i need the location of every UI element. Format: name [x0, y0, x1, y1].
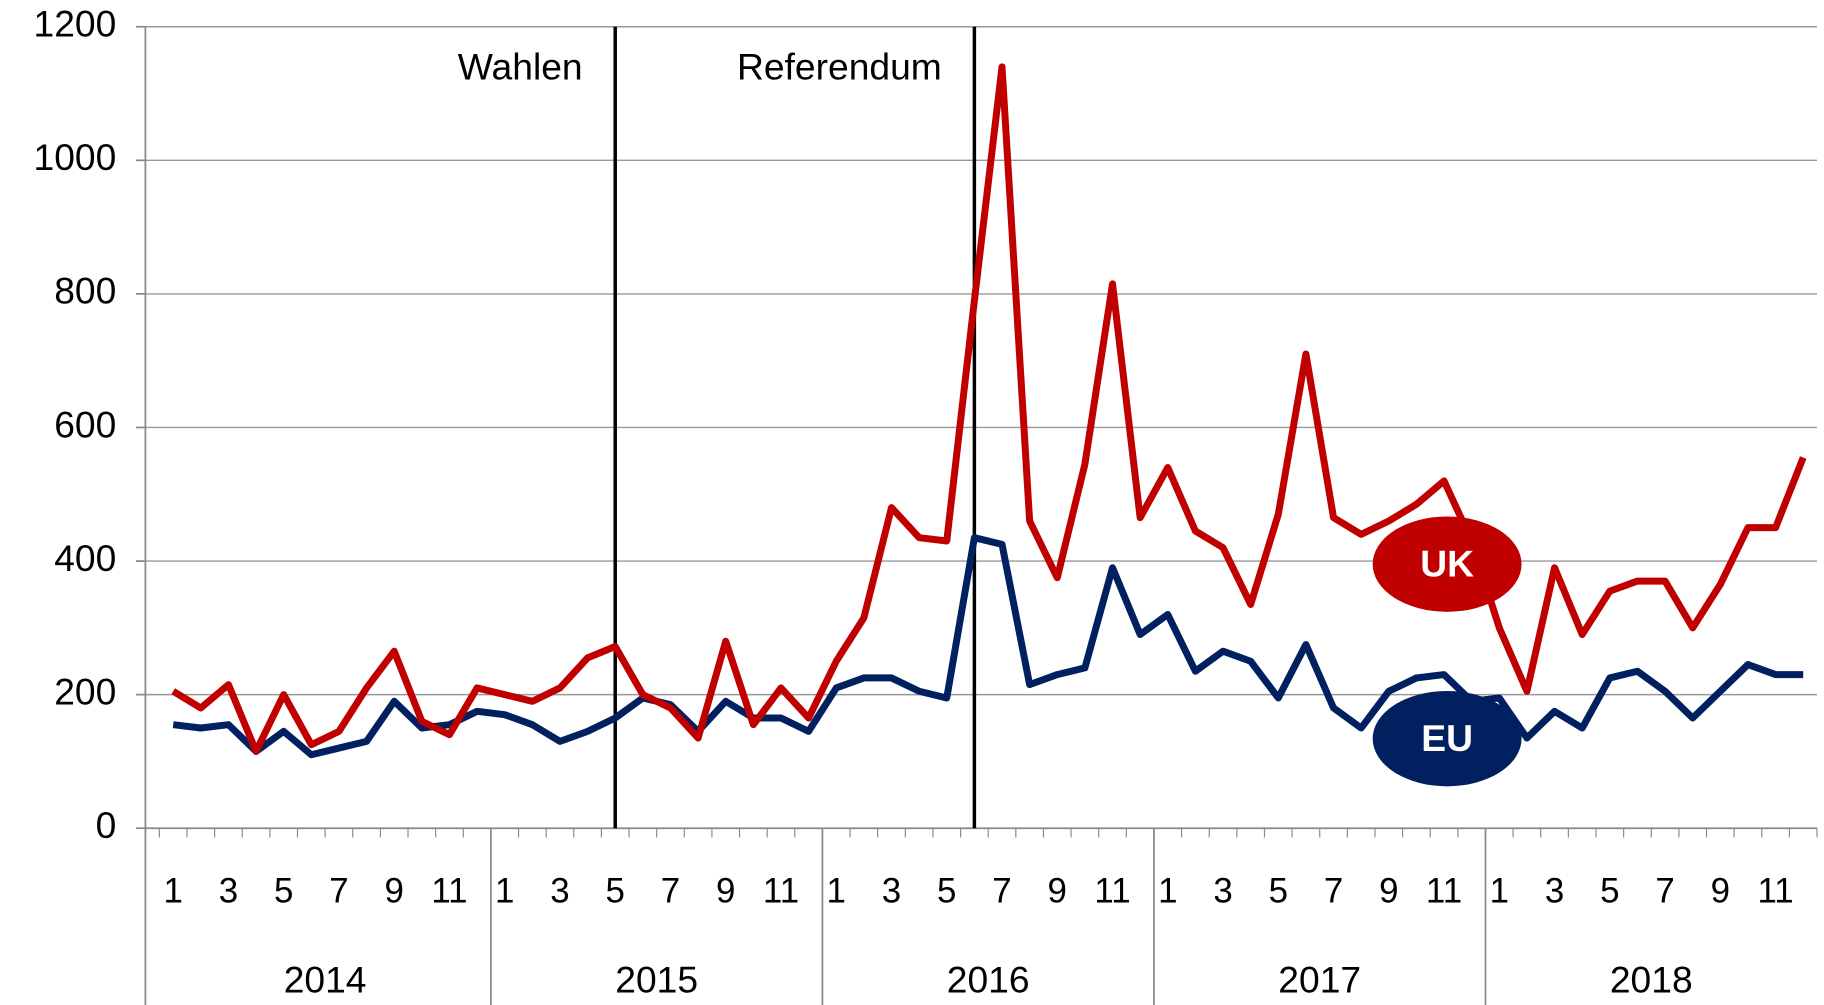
- x-tick-label: 3: [882, 872, 901, 911]
- x-tick-label: 3: [1545, 872, 1564, 911]
- y-tick-label: 400: [54, 537, 116, 579]
- x-tick-label: 3: [1213, 872, 1232, 911]
- x-tick-label: 7: [992, 872, 1011, 911]
- x-tick-label: 9: [1048, 872, 1067, 911]
- x-tick-label: 3: [219, 872, 238, 911]
- x-tick-label: 7: [1655, 872, 1674, 911]
- x-tick-label: 5: [1600, 872, 1619, 911]
- y-tick-label: 600: [54, 403, 116, 445]
- year-label: 2015: [615, 959, 698, 1001]
- x-tick-label: 5: [937, 872, 956, 911]
- x-tick-label: 9: [716, 872, 735, 911]
- year-label: 2018: [1610, 959, 1693, 1001]
- x-tick-label: 7: [329, 872, 348, 911]
- series-line: [171, 63, 1807, 755]
- y-tick-label: 1200: [34, 3, 117, 45]
- x-tick-label: 1: [163, 872, 182, 911]
- x-tick-label: 11: [1094, 872, 1130, 911]
- legend-marker: [1372, 690, 1522, 787]
- legend-marker: [1372, 516, 1522, 612]
- legend-label: EU: [1421, 717, 1473, 759]
- x-tick-label: 9: [1379, 872, 1398, 911]
- legend-label: UK: [1420, 542, 1474, 584]
- x-tick-label: 1: [827, 872, 846, 911]
- year-label: 2014: [284, 959, 367, 1001]
- x-tick-label: 5: [1269, 872, 1288, 911]
- y-tick-label: 200: [54, 670, 116, 712]
- x-tick-label: 1: [1158, 872, 1177, 911]
- y-tick-label: 1000: [34, 136, 117, 178]
- annotation: Wahlen: [458, 46, 583, 88]
- x-tick-label: 11: [763, 872, 799, 911]
- y-tick-label: 800: [54, 270, 116, 312]
- x-tick-label: 7: [1324, 872, 1343, 911]
- x-tick-label: 3: [550, 872, 569, 911]
- x-tick-label: 1: [1490, 872, 1509, 911]
- x-tick-label: 5: [606, 872, 625, 911]
- y-tick-label: 0: [96, 804, 117, 846]
- annotation: Referendum: [737, 46, 942, 88]
- series-line: [172, 534, 1804, 759]
- year-label: 2016: [947, 959, 1030, 1001]
- year-label: 2017: [1278, 959, 1361, 1001]
- x-tick-label: 5: [274, 872, 293, 911]
- x-tick-label: 11: [1757, 872, 1793, 911]
- x-tick-label: 1: [495, 872, 514, 911]
- x-tick-label: 11: [431, 872, 467, 911]
- x-tick-label: 9: [1711, 872, 1730, 911]
- x-tick-label: 11: [1426, 872, 1462, 911]
- x-tick-label: 7: [661, 872, 680, 911]
- x-tick-label: 9: [384, 872, 403, 911]
